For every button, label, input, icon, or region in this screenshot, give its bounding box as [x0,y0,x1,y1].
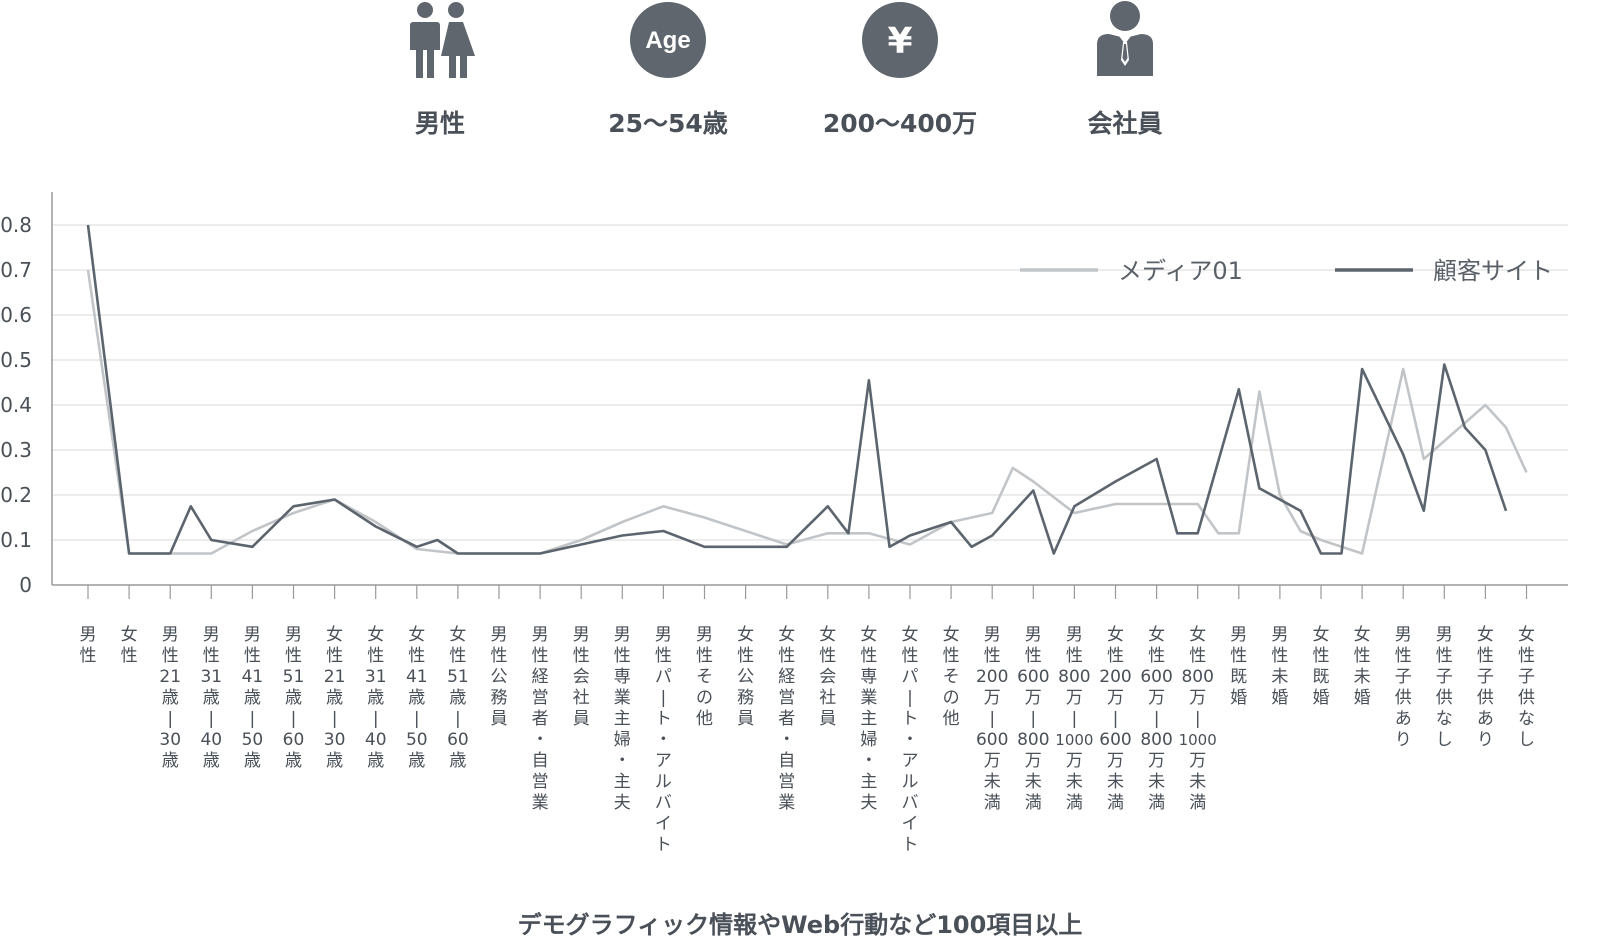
x-tick-label: 男性公務員 [491,625,508,729]
x-tick-label: 男性専業主婦・主夫 [614,625,631,813]
x-tick-label: 男性 600 万| 800 万未満 [1017,625,1049,813]
persona-age: Age 25〜54歳 [578,0,758,150]
x-tick-label: 男性 [80,625,97,666]
age-icon-text: Age [645,27,690,54]
y-tick-label: 0.4 [0,393,32,417]
yen-icon-text: ¥ [887,21,912,62]
x-tick-label: 男性パ|ト・アルバイト [655,625,672,855]
businessperson-icon [1097,1,1153,76]
x-tick-label: 男性 31 歳| 40 歳 [200,625,222,771]
legend-label: 顧客サイト [1433,257,1553,285]
y-tick-label: 0.8 [0,213,32,237]
x-tick-label: 男性子供あり [1395,625,1412,750]
x-tick-label: 男性 200 万| 600 万未満 [976,625,1008,813]
x-tick-label: 女性 600 万| 800 万未満 [1140,625,1172,813]
x-tick-label: 女性既婚 [1313,625,1330,708]
x-tick-label: 女性 21 歳| 30 歳 [324,625,346,771]
x-tick-label: 男性経営者・自営業 [532,625,549,813]
x-tick-label: 女性子供なし [1518,625,1535,750]
x-tick-label: 女性 51 歳| 60 歳 [447,625,469,771]
x-tick-label: 女性専業主婦・主夫 [860,625,877,813]
gender-icon [410,2,475,78]
x-tick-label: 女性公務員 [737,625,754,729]
y-tick-label: 0 [19,573,32,597]
persona-occupation-label: 会社員 [1087,109,1163,138]
x-tick-label: 男性会社員 [573,625,590,729]
x-tick-label: 男性既婚 [1230,625,1247,708]
x-tick-label: 女性子供あり [1477,625,1494,750]
persona-gender-label: 男性 [414,109,465,138]
x-tick-label: 女性 200 万| 600 万未満 [1099,625,1131,813]
y-tick-label: 0.1 [0,528,32,552]
x-tick-label: 女性 800 万| 1000 万未満 [1179,625,1217,813]
persona-gender: 男性 [350,0,530,150]
persona-income-label: 200〜400万 [822,109,978,138]
x-tick-label: 女性パ|ト・アルバイト [902,625,919,855]
x-tick-label: 男性 41 歳| 50 歳 [242,625,264,771]
x-tick-label: 男性未婚 [1271,625,1288,708]
x-tick-label: 男性 21 歳| 30 歳 [159,625,181,771]
yen-icon: ¥ [862,2,938,78]
y-tick-label: 0.6 [0,303,32,327]
x-tick-label: 女性 31 歳| 40 歳 [365,625,387,771]
x-tick-label: 女性未婚 [1354,625,1371,708]
age-icon: Age [630,2,706,78]
persona-income: ¥ 200〜400万 [810,0,990,150]
x-tick-label: 男性 800 万| 1000 万未満 [1055,625,1093,813]
x-tick-label: 男性子供なし [1436,625,1453,750]
series-line-customer-site [86,224,1508,555]
series-line-media01 [86,269,1528,555]
x-tick-label: 女性会社員 [819,625,836,729]
x-tick-label: 男性 51 歳| 60 歳 [283,625,305,771]
y-tick-label: 0.5 [0,348,32,372]
persona-occupation: 会社員 [1035,0,1215,150]
persona-summary: 男性 Age 25〜54歳 ¥ 200〜400万 会社員 [0,0,1600,160]
x-tick-label: 女性経営者・自営業 [778,625,795,813]
y-tick-label: 0.3 [0,438,32,462]
x-tick-label: 女性 41 歳| 50 歳 [406,625,428,771]
x-tick-label: 男性その他 [696,625,713,729]
x-tick-label: 女性その他 [943,625,960,729]
x-tick-label: 女性 [121,625,138,666]
y-tick-label: 0.2 [0,483,32,507]
persona-age-label: 25〜54歳 [608,109,728,138]
chart-caption: デモグラフィック情報やWeb行動など100項目以上 [517,911,1083,939]
y-tick-label: 0.7 [0,258,32,282]
legend-label: メディア01 [1118,257,1243,285]
